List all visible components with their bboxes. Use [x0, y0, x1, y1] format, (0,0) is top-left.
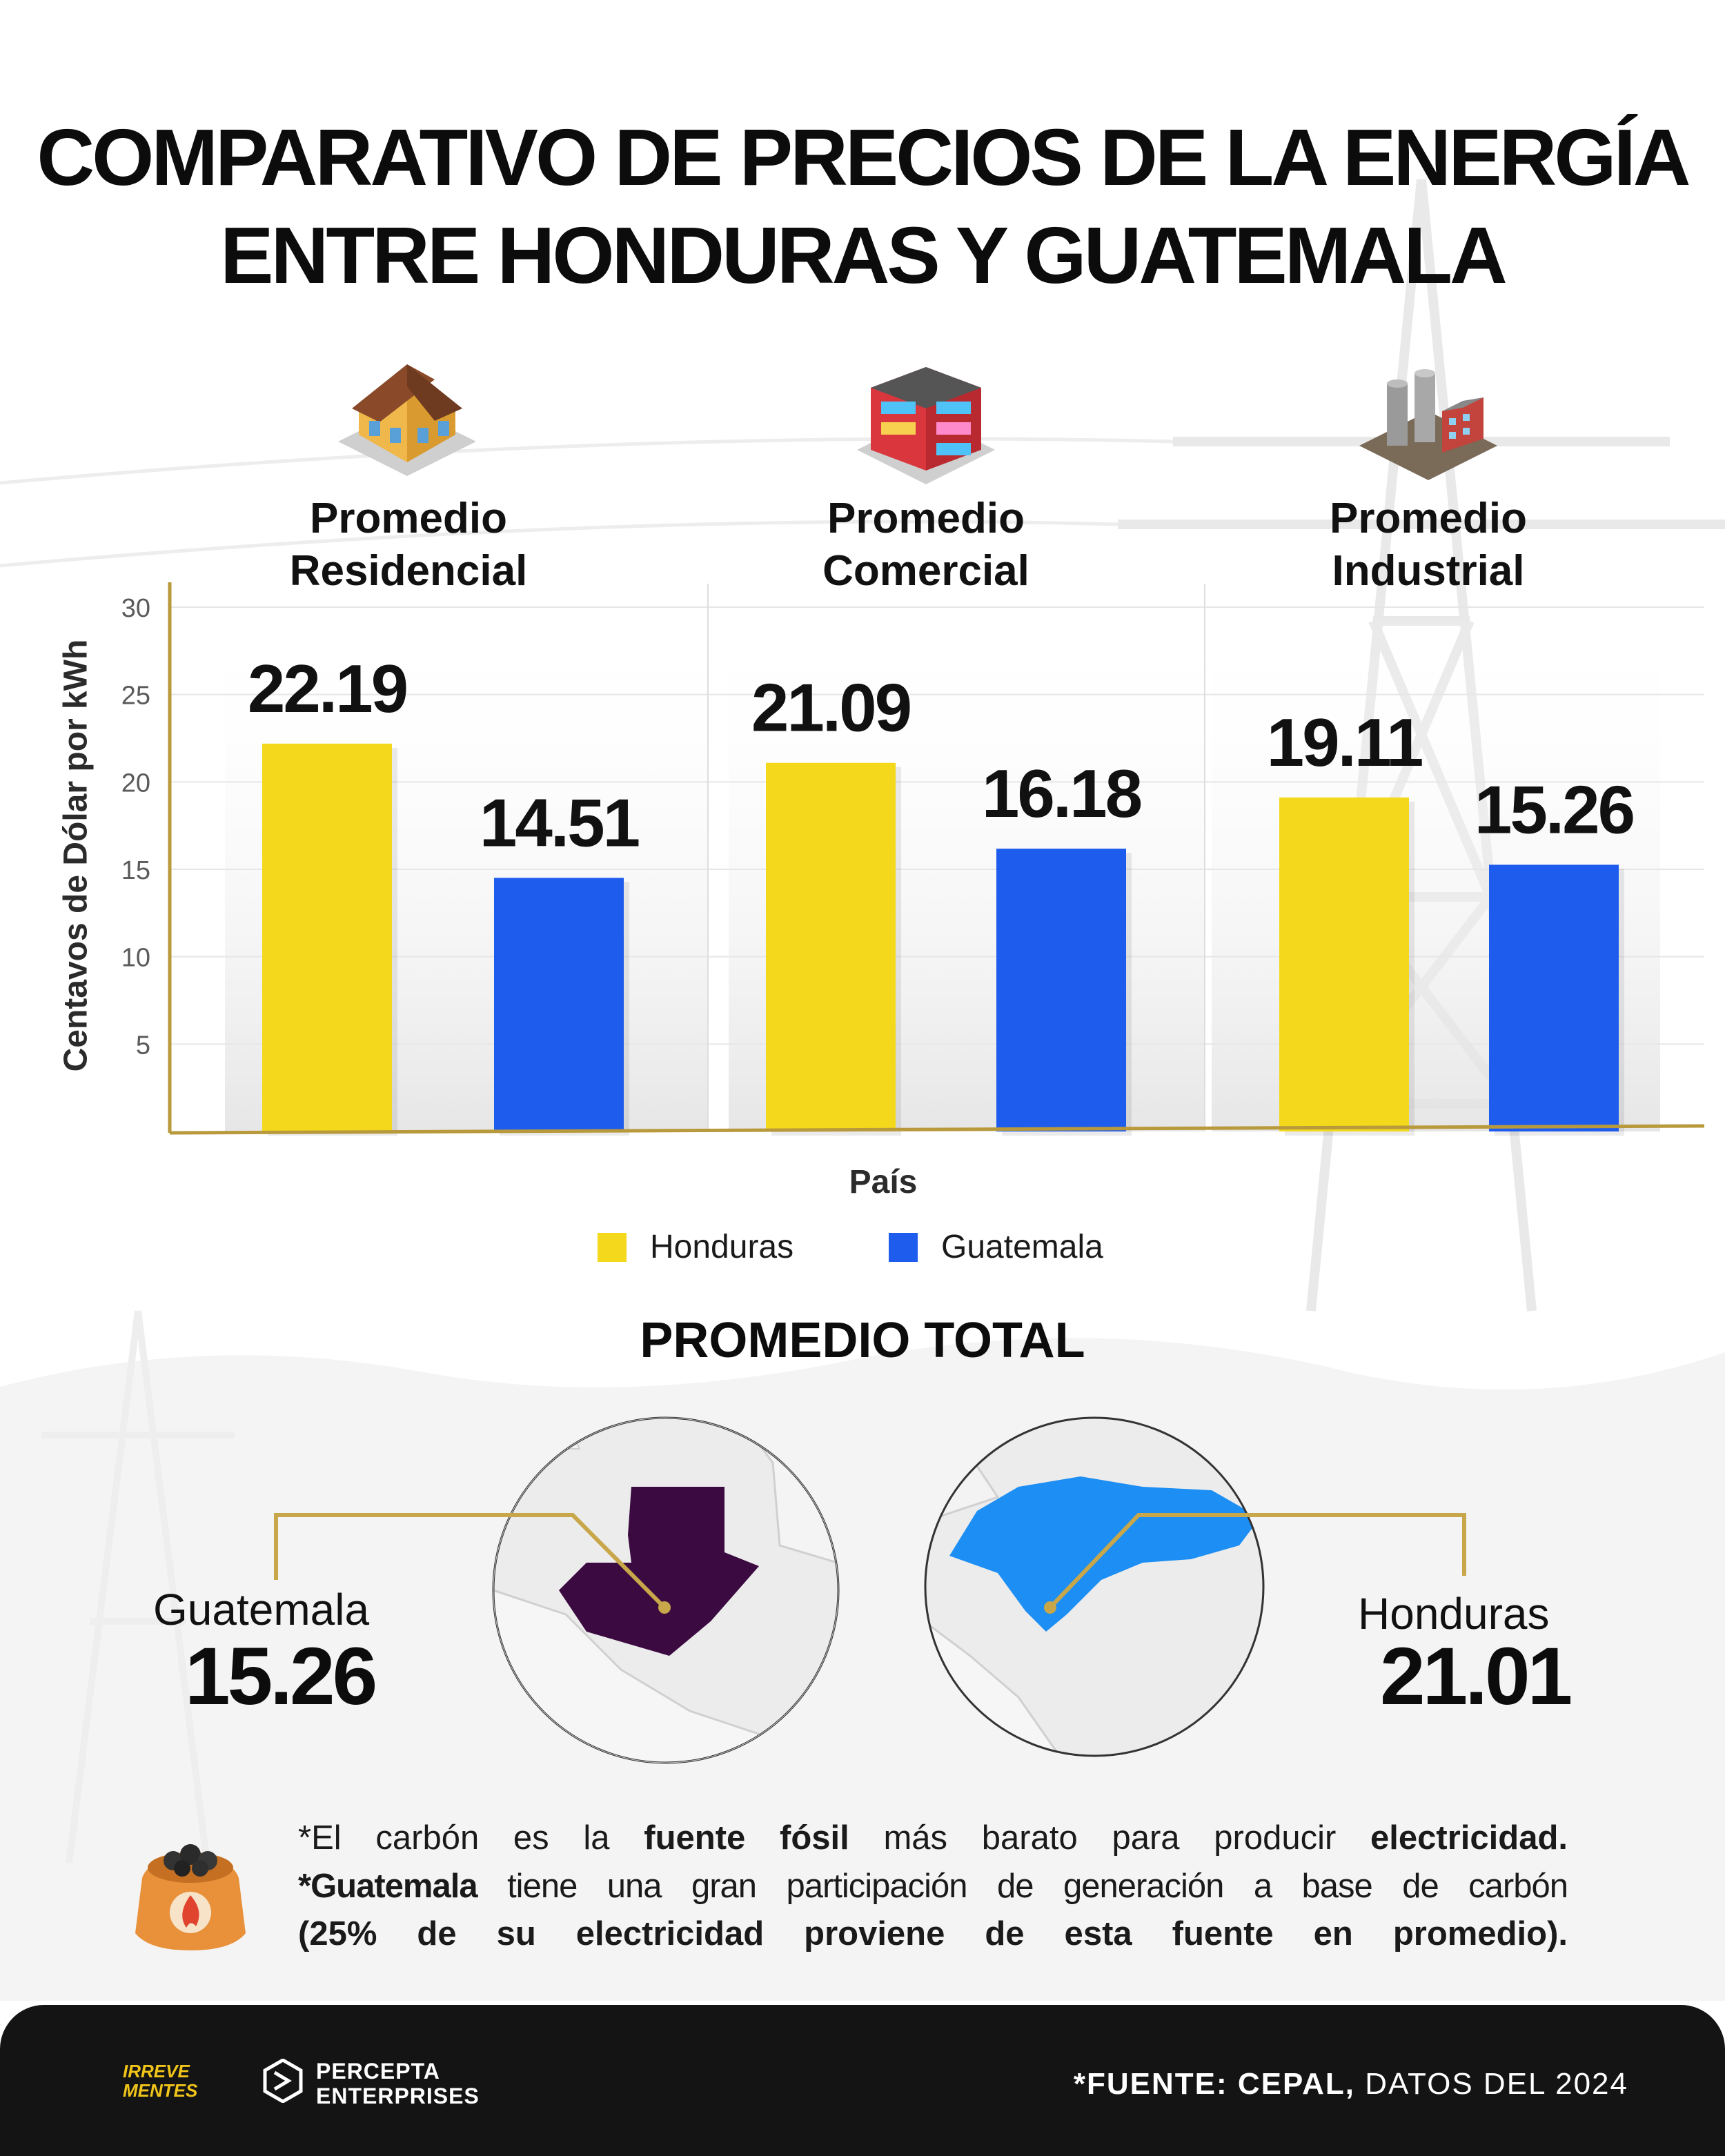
y-tick-label: 15: [121, 856, 150, 885]
y-tick-label: 30: [121, 594, 150, 623]
footnote-line-2: *Guatemala tiene una gran participación …: [298, 1863, 1568, 1911]
logo-text: ENTERPRISES: [316, 2084, 480, 2108]
note-text: más barato para producir: [849, 1819, 1371, 1857]
logo-text: PERCEPTA: [316, 2059, 440, 2084]
factory-icon: [1359, 369, 1497, 480]
percepta-logo-icon: [263, 2059, 303, 2103]
y-tick-label: 10: [121, 944, 150, 973]
category-label-line-1: Promedio: [827, 495, 1025, 542]
data-label: 15.26: [1475, 771, 1633, 847]
note-bold: (25% de su electricidad proviene de esta…: [298, 1915, 1568, 1953]
data-label: 22.19: [248, 651, 406, 726]
category-label-line-2: Comercial: [822, 546, 1029, 595]
footnote: *El carbón es la fuente fósil más barato…: [298, 1814, 1568, 1959]
honduras-map: [924, 1416, 1265, 1757]
category-label-line-2: Residencial: [289, 546, 528, 595]
x-axis-line: [169, 1124, 1705, 1135]
page-title-line-2: ENTRE HONDURAS Y GUATEMALA: [220, 210, 1508, 300]
percepta-logo-text: PERCEPTA ENTERPRISES: [316, 2059, 480, 2108]
y-tick-label: 20: [121, 769, 150, 798]
data-label: 19.11: [1267, 704, 1422, 780]
honduras-name: Honduras: [1358, 1589, 1550, 1639]
x-axis-label: País: [849, 1164, 918, 1200]
category-label-industrial: Promedio Industrial: [1221, 493, 1635, 597]
footnote-line-1: *El carbón es la fuente fósil más barato…: [298, 1814, 1568, 1863]
bar-guatemala-2: [996, 849, 1126, 1131]
note-text: *El carbón es la: [298, 1819, 644, 1857]
data-label: 16.18: [982, 755, 1141, 831]
data-label: 14.51: [480, 784, 639, 860]
note-bold: fuente fósil: [644, 1819, 849, 1857]
commercial-building-icon: [857, 367, 995, 484]
guatemala-name: Guatemala: [153, 1585, 370, 1634]
legend-item-honduras: Honduras: [598, 1228, 793, 1266]
guatemala-total-value: 15.26: [185, 1631, 377, 1722]
y-tick-label: 5: [136, 1031, 150, 1060]
logo-text: IRREVE: [123, 2061, 190, 2081]
legend-label: Guatemala: [941, 1229, 1103, 1265]
legend-swatch-honduras: [598, 1232, 627, 1262]
source-credit: *FUENTE: CEPAL, DATOS DEL 2024: [1074, 2067, 1628, 2101]
irrevementes-logo: IRREVE MENTES: [123, 2061, 197, 2100]
legend-item-guatemala: Guatemala: [889, 1228, 1103, 1266]
leader-lines: [274, 1513, 1466, 1614]
power-tower-small-icon: [41, 1310, 235, 1863]
bar-guatemala-3: [1489, 864, 1619, 1131]
category-label-line-1: Promedio: [310, 495, 507, 542]
note-bold: electricidad.: [1370, 1819, 1568, 1857]
category-label-comercial: Promedio Comercial: [719, 493, 1133, 597]
footnote-line-3: (25% de su electricidad proviene de esta…: [298, 1910, 1568, 1959]
guatemala-map: [492, 1416, 840, 1764]
section-title-total: PROMEDIO TOTAL: [640, 1313, 1085, 1368]
bar-honduras-2: [766, 762, 896, 1131]
legend-swatch-guatemala: [889, 1232, 918, 1262]
data-label: 21.09: [751, 670, 910, 746]
note-bold: *Guatemala: [298, 1867, 478, 1905]
bar-guatemala-1: [494, 878, 624, 1131]
note-text: tiene una gran participación de generaci…: [477, 1867, 1568, 1905]
source-text: DATOS DEL 2024: [1354, 2067, 1628, 2101]
bar-honduras-3: [1279, 797, 1409, 1131]
bar-honduras-1: [262, 743, 392, 1131]
honduras-total-value: 21.01: [1380, 1631, 1573, 1722]
bar-chart: 5 10 15 20 25 30 22.19 21.09 19.11 14.51 16.18 15.2…: [121, 582, 1705, 1136]
category-label-line-1: Promedio: [1330, 495, 1527, 542]
source-bold: *FUENTE: CEPAL,: [1073, 2067, 1355, 2101]
coal-sack-icon: [135, 1844, 246, 1950]
legend-label: Honduras: [650, 1229, 794, 1265]
y-tick-label: 25: [121, 682, 150, 711]
category-label-residencial: Promedio Residencial: [201, 493, 615, 597]
logo-text: MENTES: [123, 2080, 198, 2101]
category-label-line-2: Industrial: [1332, 546, 1525, 595]
page-title-line-1: COMPARATIVO DE PRECIOS DE LA ENERGÍA: [37, 112, 1690, 202]
house-icon: [338, 364, 476, 476]
